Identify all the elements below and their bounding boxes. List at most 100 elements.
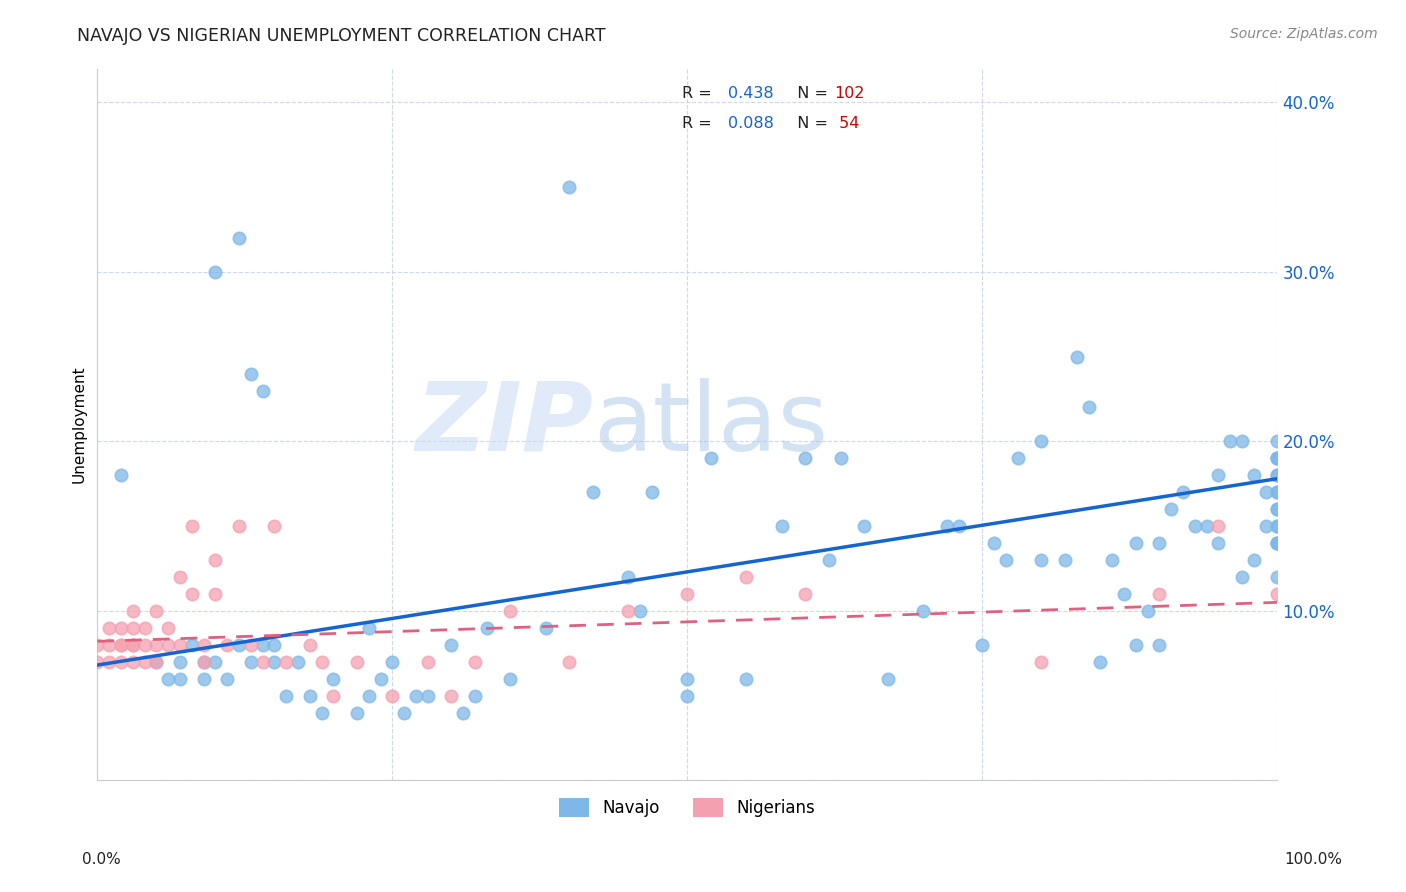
Nigerians (228, 519, 250, 533)
Navajo (1101, 553, 1123, 567)
Nigerians (1149, 587, 1171, 601)
Navajo (1136, 604, 1159, 618)
Navajo (239, 655, 262, 669)
Nigerians (252, 655, 274, 669)
Nigerians (121, 621, 143, 635)
Nigerians (110, 655, 132, 669)
Navajo (1267, 434, 1289, 449)
Nigerians (558, 655, 581, 669)
Navajo (818, 553, 841, 567)
Navajo (794, 451, 817, 466)
Navajo (830, 451, 852, 466)
Navajo (1267, 468, 1289, 483)
Nigerians (298, 638, 321, 652)
Nigerians (169, 570, 191, 584)
Navajo (641, 485, 664, 500)
Text: N =: N = (787, 87, 834, 101)
Navajo (499, 672, 522, 686)
Navajo (193, 672, 215, 686)
Nigerians (110, 621, 132, 635)
Navajo (1267, 536, 1289, 550)
Text: NAVAJO VS NIGERIAN UNEMPLOYMENT CORRELATION CHART: NAVAJO VS NIGERIAN UNEMPLOYMENT CORRELAT… (77, 27, 606, 45)
Navajo (475, 621, 498, 635)
Navajo (676, 689, 699, 703)
Navajo (1254, 485, 1277, 500)
Navajo (1125, 638, 1147, 652)
Navajo (534, 621, 557, 635)
Nigerians (499, 604, 522, 618)
Navajo (204, 655, 226, 669)
Navajo (1160, 502, 1182, 516)
Nigerians (1208, 519, 1230, 533)
Text: 0.088: 0.088 (728, 116, 775, 130)
Text: 0.0%: 0.0% (82, 852, 121, 867)
Navajo (1184, 519, 1206, 533)
Navajo (169, 655, 191, 669)
Nigerians (322, 689, 344, 703)
Text: ZIP: ZIP (415, 378, 593, 471)
Navajo (276, 689, 298, 703)
Nigerians (204, 587, 226, 601)
Navajo (1208, 468, 1230, 483)
Navajo (357, 689, 380, 703)
Navajo (1243, 468, 1265, 483)
Navajo (735, 672, 758, 686)
Nigerians (239, 638, 262, 652)
Nigerians (440, 689, 463, 703)
Navajo (228, 638, 250, 652)
Navajo (853, 519, 876, 533)
Navajo (1149, 536, 1171, 550)
Navajo (263, 638, 285, 652)
Navajo (1208, 536, 1230, 550)
Navajo (311, 706, 333, 720)
Nigerians (346, 655, 368, 669)
Nigerians (145, 638, 167, 652)
Navajo (228, 231, 250, 245)
Navajo (145, 655, 167, 669)
Nigerians (676, 587, 699, 601)
Navajo (936, 519, 959, 533)
Nigerians (204, 553, 226, 567)
Navajo (381, 655, 404, 669)
Navajo (1053, 553, 1076, 567)
Navajo (180, 638, 202, 652)
Nigerians (145, 604, 167, 618)
Nigerians (735, 570, 758, 584)
Navajo (1267, 451, 1289, 466)
Text: 0.438: 0.438 (728, 87, 773, 101)
Navajo (287, 655, 309, 669)
Nigerians (121, 655, 143, 669)
Nigerians (134, 638, 156, 652)
Nigerians (110, 638, 132, 652)
Navajo (1195, 519, 1218, 533)
Navajo (1267, 502, 1289, 516)
Navajo (217, 672, 239, 686)
Navajo (676, 672, 699, 686)
Navajo (110, 468, 132, 483)
Navajo (1267, 519, 1289, 533)
Navajo (239, 367, 262, 381)
Text: 100.0%: 100.0% (1285, 852, 1343, 867)
Navajo (1230, 570, 1253, 584)
Text: 102: 102 (834, 87, 865, 101)
Navajo (877, 672, 900, 686)
Navajo (263, 655, 285, 669)
Nigerians (157, 621, 180, 635)
Navajo (1090, 655, 1112, 669)
Navajo (252, 384, 274, 398)
Nigerians (169, 638, 191, 652)
Legend: Navajo, Nigerians: Navajo, Nigerians (551, 790, 824, 825)
Nigerians (794, 587, 817, 601)
Navajo (464, 689, 486, 703)
Navajo (700, 451, 723, 466)
Navajo (451, 706, 474, 720)
Navajo (1267, 485, 1289, 500)
Nigerians (98, 655, 121, 669)
Text: R =: R = (682, 87, 717, 101)
Text: Source: ZipAtlas.com: Source: ZipAtlas.com (1230, 27, 1378, 41)
Nigerians (121, 638, 143, 652)
Nigerians (1031, 655, 1053, 669)
Nigerians (121, 638, 143, 652)
Nigerians (121, 604, 143, 618)
Navajo (1267, 451, 1289, 466)
